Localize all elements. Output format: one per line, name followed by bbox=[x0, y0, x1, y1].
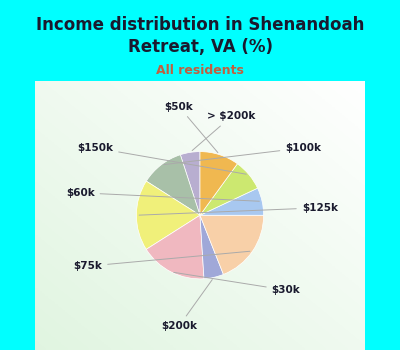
Text: $200k: $200k bbox=[161, 280, 212, 331]
Text: Income distribution in Shenandoah
Retreat, VA (%): Income distribution in Shenandoah Retrea… bbox=[36, 16, 364, 56]
Wedge shape bbox=[200, 215, 264, 274]
Wedge shape bbox=[200, 215, 224, 279]
Wedge shape bbox=[136, 181, 200, 249]
Text: > $200k: > $200k bbox=[192, 111, 256, 150]
Wedge shape bbox=[180, 152, 200, 215]
Wedge shape bbox=[200, 188, 264, 215]
Wedge shape bbox=[146, 215, 204, 279]
Text: $125k: $125k bbox=[139, 203, 338, 215]
Text: $50k: $50k bbox=[165, 102, 218, 153]
Text: $75k: $75k bbox=[73, 251, 250, 271]
Text: All residents: All residents bbox=[156, 64, 244, 77]
Wedge shape bbox=[146, 155, 200, 215]
Text: $30k: $30k bbox=[174, 272, 300, 295]
Text: $100k: $100k bbox=[164, 143, 321, 164]
Wedge shape bbox=[200, 164, 258, 215]
Wedge shape bbox=[200, 152, 238, 215]
Text: $150k: $150k bbox=[77, 143, 246, 174]
Text: $60k: $60k bbox=[66, 188, 259, 201]
